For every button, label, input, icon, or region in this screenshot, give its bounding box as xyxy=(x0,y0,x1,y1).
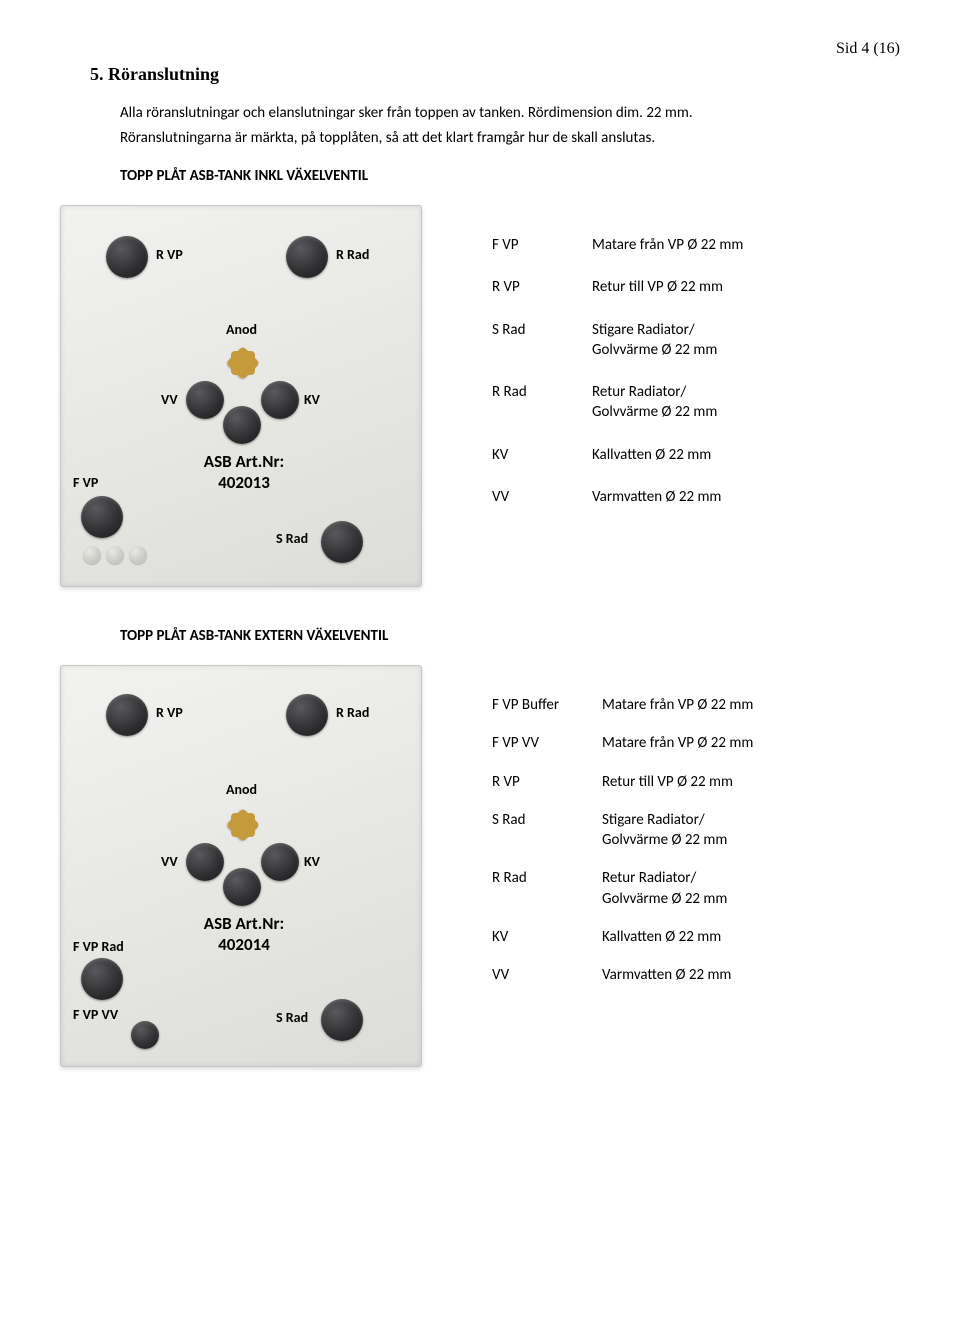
legend-val: Retur Radiator/Golvvärme Ø 22 mm xyxy=(592,382,900,423)
label-kv: KV xyxy=(304,391,320,408)
legend-key: F VP Buffer xyxy=(492,695,602,715)
port-srad-2 xyxy=(321,999,363,1041)
intro-text-2: Röranslutningarna är märkta, på topplåte… xyxy=(120,128,900,149)
art-line1-2: ASB Art.Nr: xyxy=(204,913,284,934)
subheading-2: TOPP PLÅT ASB-TANK EXTERN VÄXELVENTIL xyxy=(120,627,900,645)
legend-key: VV xyxy=(492,487,592,507)
legend-val: Matare från VP Ø 22 mm xyxy=(602,695,900,715)
legend-key: VV xyxy=(492,965,602,985)
port-center xyxy=(223,406,261,444)
top-plate-1: R VP R Rad Anod VV KV ASB Art.Nr: 402013… xyxy=(60,205,422,587)
legend-key: R VP xyxy=(492,277,592,297)
legend-key: S Rad xyxy=(492,320,592,361)
legend-val: Retur Radiator/Golvvärme Ø 22 mm xyxy=(602,868,900,909)
legend-val: Retur till VP Ø 22 mm xyxy=(602,772,900,792)
legend-key: S Rad xyxy=(492,810,602,851)
label-rrad-2: R Rad xyxy=(336,704,369,721)
port-rrad xyxy=(286,236,328,278)
subheading-1: TOPP PLÅT ASB-TANK INKL VÄXELVENTIL xyxy=(120,167,900,185)
port-vv-2 xyxy=(186,843,224,881)
art-line2: 402013 xyxy=(218,472,270,493)
legend-key: KV xyxy=(492,445,592,465)
label-fvprad: F VP Rad xyxy=(73,938,124,955)
intro-text-1: Alla röranslutningar och elanslutningar … xyxy=(120,103,900,124)
block-2: R VP R Rad Anod VV KV ASB Art.Nr: 402014… xyxy=(60,665,900,1067)
legend-key: F VP xyxy=(492,235,592,255)
legend-2: F VP BufferMatare från VP Ø 22 mm F VP V… xyxy=(492,695,900,1003)
label-rvp: R VP xyxy=(156,246,183,263)
legend-val: Matare från VP Ø 22 mm xyxy=(602,733,900,753)
label-kv-2: KV xyxy=(304,853,320,870)
legend-val: Varmvatten Ø 22 mm xyxy=(602,965,900,985)
port-small-2 xyxy=(106,546,124,564)
label-rvp-2: R VP xyxy=(156,704,183,721)
legend-key: R Rad xyxy=(492,868,602,909)
port-srad xyxy=(321,521,363,563)
port-fvp xyxy=(81,496,123,538)
label-srad: S Rad xyxy=(276,530,308,547)
label-fvpvv: F VP VV xyxy=(73,1006,118,1023)
label-vv-2: VV xyxy=(161,853,178,870)
legend-val: Retur till VP Ø 22 mm xyxy=(592,277,900,297)
legend-val: Stigare Radiator/Golvvärme Ø 22 mm xyxy=(602,810,900,851)
port-vv xyxy=(186,381,224,419)
anod-bolt xyxy=(226,346,260,380)
art-line1: ASB Art.Nr: xyxy=(204,451,284,472)
block-1: R VP R Rad Anod VV KV ASB Art.Nr: 402013… xyxy=(60,205,900,587)
section-heading: 5. Röranslutning xyxy=(90,64,900,85)
port-center-2 xyxy=(223,868,261,906)
port-small-3 xyxy=(129,546,147,564)
label-anod-2: Anod xyxy=(226,781,257,798)
port-rrad-2 xyxy=(286,694,328,736)
label-fvp: F VP xyxy=(73,474,98,491)
port-small-1 xyxy=(83,546,101,564)
legend-key: R VP xyxy=(492,772,602,792)
port-rvp-2 xyxy=(106,694,148,736)
anod-bolt-2 xyxy=(226,808,260,842)
legend-1: F VPMatare från VP Ø 22 mm R VPRetur til… xyxy=(492,235,900,529)
legend-val: Matare från VP Ø 22 mm xyxy=(592,235,900,255)
legend-val: Stigare Radiator/Golvvärme Ø 22 mm xyxy=(592,320,900,361)
art-line2-2: 402014 xyxy=(218,934,270,955)
port-kv xyxy=(261,381,299,419)
legend-val: Kallvatten Ø 22 mm xyxy=(602,927,900,947)
art-number-1: ASB Art.Nr: 402013 xyxy=(179,451,309,493)
legend-key: KV xyxy=(492,927,602,947)
legend-key: R Rad xyxy=(492,382,592,423)
legend-val: Kallvatten Ø 22 mm xyxy=(592,445,900,465)
label-vv: VV xyxy=(161,391,178,408)
label-rrad: R Rad xyxy=(336,246,369,263)
legend-key: F VP VV xyxy=(492,733,602,753)
art-number-2: ASB Art.Nr: 402014 xyxy=(179,913,309,955)
label-anod: Anod xyxy=(226,321,257,338)
port-fvprad xyxy=(81,958,123,1000)
page-number: Sid 4 (16) xyxy=(60,40,900,58)
port-fvpvv xyxy=(131,1021,159,1049)
legend-val: Varmvatten Ø 22 mm xyxy=(592,487,900,507)
port-kv-2 xyxy=(261,843,299,881)
label-srad-2: S Rad xyxy=(276,1009,308,1026)
top-plate-2: R VP R Rad Anod VV KV ASB Art.Nr: 402014… xyxy=(60,665,422,1067)
port-rvp xyxy=(106,236,148,278)
